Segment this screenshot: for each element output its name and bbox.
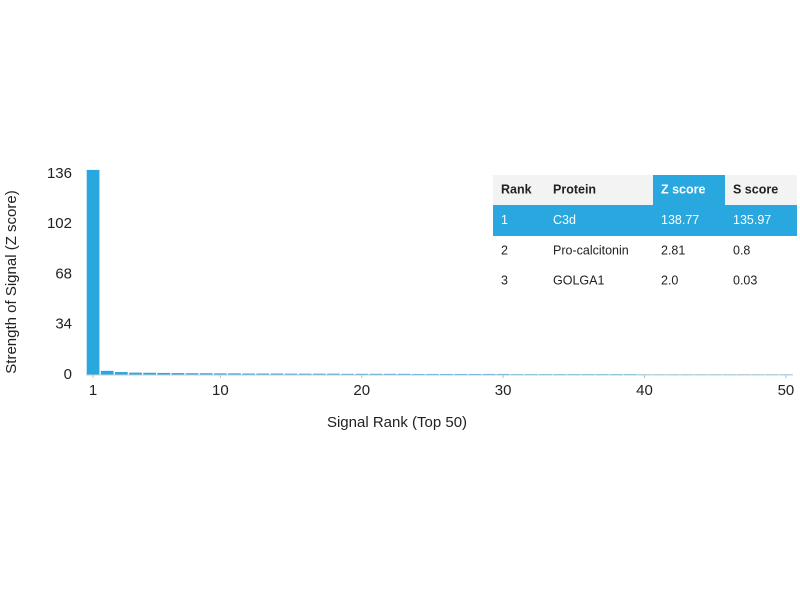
bar — [129, 372, 142, 375]
bar — [397, 373, 411, 375]
bar — [284, 373, 298, 375]
bar — [171, 373, 185, 375]
bar — [256, 373, 270, 375]
y-axis-label: Strength of Signal (Z score) — [3, 190, 20, 373]
bar — [157, 372, 171, 375]
bar — [143, 372, 156, 375]
bar — [454, 373, 468, 375]
table-cell: 2 — [501, 243, 508, 257]
bar — [114, 372, 128, 375]
bar — [86, 169, 100, 375]
y-tick-label: 136 — [47, 165, 72, 182]
table-cell: 138.77 — [661, 213, 699, 227]
x-tick-label: 10 — [212, 382, 229, 399]
x-tick-label: 30 — [495, 382, 512, 399]
bar — [426, 373, 439, 375]
bar — [327, 373, 340, 375]
bar — [355, 373, 369, 375]
x-axis-label: Signal Rank (Top 50) — [327, 414, 467, 431]
y-tick-label: 34 — [55, 316, 72, 333]
table-cell: 3 — [501, 273, 508, 287]
table-header: Protein — [553, 182, 596, 196]
bar — [213, 373, 227, 375]
x-tick-label: 40 — [636, 382, 653, 399]
table-header: Rank — [501, 182, 532, 196]
bar — [496, 373, 510, 375]
bar — [383, 373, 397, 375]
bar — [228, 373, 241, 375]
table-cell: GOLGA1 — [553, 273, 604, 287]
bar — [468, 373, 482, 375]
table-cell: 2.81 — [661, 243, 685, 257]
table-highlight-column — [653, 175, 725, 205]
x-tick-label: 1 — [89, 382, 97, 399]
table-cell: 0.8 — [733, 243, 750, 257]
table-cell: C3d — [553, 213, 576, 227]
bar — [341, 373, 354, 375]
bar — [440, 373, 453, 375]
x-tick-label: 50 — [778, 382, 795, 399]
bar — [185, 373, 199, 375]
bar — [411, 373, 425, 375]
table-highlight-row — [493, 205, 797, 236]
bar — [199, 373, 213, 375]
bar — [100, 370, 114, 375]
bar — [270, 373, 284, 375]
y-tick-label: 102 — [47, 215, 72, 232]
table-cell: 135.97 — [733, 213, 771, 227]
bar — [242, 373, 255, 375]
bar — [312, 373, 326, 375]
bar — [369, 373, 383, 375]
table-header: Z score — [661, 182, 706, 196]
table-cell: 1 — [501, 213, 508, 227]
x-tick-label: 20 — [353, 382, 370, 399]
table-cell: Pro-calcitonin — [553, 243, 629, 257]
y-tick-label: 0 — [64, 366, 72, 383]
y-tick-label: 68 — [55, 265, 72, 282]
bar — [482, 373, 496, 375]
table-header: S score — [733, 182, 778, 196]
table-header-bg — [493, 175, 797, 205]
table-cell: 2.0 — [661, 273, 678, 287]
table-cell: 0.03 — [733, 273, 757, 287]
bar — [298, 373, 312, 375]
